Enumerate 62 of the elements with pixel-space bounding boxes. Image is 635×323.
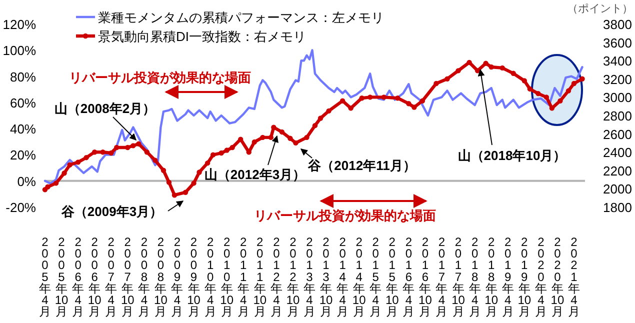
x-tick-label: 2009年10月: [187, 235, 201, 319]
y2-tick-label: 3400: [603, 54, 632, 69]
x-tick-label: 2021年4月: [568, 235, 580, 319]
x-tick-label: 2014年10月: [352, 235, 366, 319]
x-tick-label: 2012年4月: [270, 235, 282, 319]
x-tick-label: 2018年10月: [484, 235, 498, 319]
x-tick-label: 2018年4月: [468, 235, 481, 319]
x-tick-label: 2015年4月: [370, 235, 382, 319]
annotation: 谷（2012年11月）: [307, 158, 416, 173]
text: リバーサル投資が効果的な場面: [254, 208, 436, 223]
annotation: リバーサル投資が効果的な場面: [69, 70, 251, 85]
annotation: 山（2008年2月）: [54, 101, 156, 116]
x-tick-label: 2014年4月: [336, 235, 349, 319]
x-tick-label: 2016年10月: [418, 235, 432, 319]
y2-tick-label: 2200: [603, 163, 632, 178]
annotation: 山（2012年3月）: [204, 167, 306, 182]
x-tick-label: 2013年10月: [319, 235, 334, 319]
x-tick-label: 2010年10月: [220, 235, 234, 319]
y2-tick-label: 2400: [603, 145, 632, 160]
y2-tick-label: 3800: [603, 17, 632, 32]
x-tick-label: 2015年10月: [385, 235, 400, 319]
annotation: 谷（2009年3月）: [60, 204, 163, 219]
y2-tick-label: 3000: [603, 90, 632, 106]
x-tick-label: 2007年10月: [120, 235, 135, 319]
x-tick-label: 2017年10月: [452, 235, 466, 319]
x-tick-label: 2016年4月: [402, 235, 415, 319]
y2-axis-title: （ポイント）: [567, 3, 633, 15]
x-tick-label: 2008年4月: [138, 235, 150, 319]
y-tick-label: 60%: [10, 95, 36, 110]
x-tick-label: 2013年4月: [303, 235, 316, 319]
y-tick-label: 120%: [2, 17, 36, 32]
x-tick-label: 2005年10月: [54, 235, 69, 319]
x-tick-label: 2017年4月: [436, 235, 448, 319]
y-tick-label: 80%: [10, 69, 36, 84]
legend-label: 景気動向累積DI一致指数：右メモリ: [98, 29, 306, 44]
y2-tick-label: 1800: [603, 200, 632, 215]
x-tick-label: 2006年10月: [88, 235, 102, 319]
y2-tick-label: 2800: [603, 108, 632, 124]
y2-tick-label: 2600: [603, 126, 632, 142]
x-tick-label: 2006年4月: [72, 235, 84, 319]
y-tick-label: 40%: [10, 122, 36, 137]
x-tick-label: 2012年10月: [286, 235, 300, 319]
y2-tick-label: 3200: [603, 72, 632, 87]
x-tick-label: 2008年10月: [154, 235, 168, 319]
x-tick-label: 2020年4月: [534, 235, 547, 319]
x-tick-label: 2011年4月: [237, 235, 250, 319]
x-tick-label: 2020年10月: [550, 235, 564, 319]
x-tick-label: 2010年4月: [204, 235, 216, 319]
x-tick-label: 2007年4月: [105, 235, 118, 319]
x-tick-label: 2019年4月: [502, 235, 514, 319]
x-tick-label: 2005年4月: [39, 235, 51, 319]
y2-tick-label: 2000: [603, 182, 632, 197]
x-tick-label: 2009年4月: [171, 235, 184, 319]
y-tick-label: 20%: [10, 148, 36, 163]
y-tick-label: -20%: [6, 200, 36, 215]
y-tick-label: 100%: [2, 43, 36, 58]
annotation: 山（2018年10月）: [458, 148, 566, 163]
x-tick-label: 2019年10月: [518, 235, 532, 319]
legend-label: 業種モメンタムの累積パフォーマンス：左メモリ: [98, 10, 384, 25]
y2-tick-label: 3600: [603, 35, 632, 50]
y-tick-label: 0%: [17, 174, 36, 189]
x-tick-label: 2011年10月: [253, 235, 267, 319]
